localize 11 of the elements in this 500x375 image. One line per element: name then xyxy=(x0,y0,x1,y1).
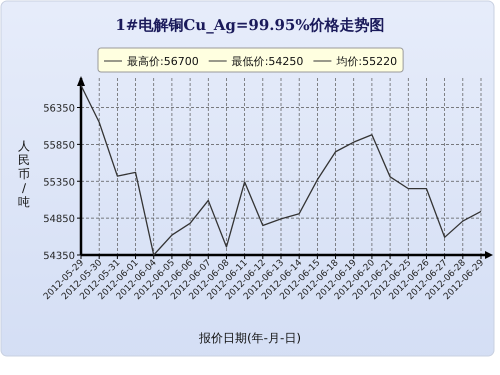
y-axis-title: 人民币/吨 xyxy=(18,139,30,209)
y-tick-label: 55850 xyxy=(43,140,75,152)
y-tick-label: 54350 xyxy=(43,251,75,262)
y-tick-label: 56350 xyxy=(43,104,75,114)
text: 均价:55220 xyxy=(335,55,398,68)
y-tick-label: 55350 xyxy=(43,177,75,188)
x-axis-title: 报价日期(年-月-日) xyxy=(198,331,302,345)
chart-title: 1#电解铜Cu_Ag=99.95%价格走势图 xyxy=(115,16,385,34)
text: 最低价:54250 xyxy=(232,55,304,68)
text: 最高价:56700 xyxy=(127,55,199,68)
y-tick-label: 54850 xyxy=(43,214,75,226)
